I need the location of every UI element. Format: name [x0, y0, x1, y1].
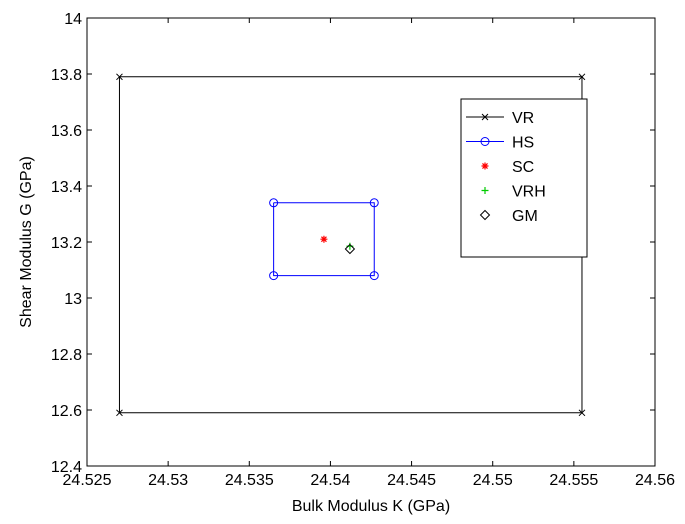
x-axis-label: Bulk Modulus K (GPa)	[292, 498, 450, 515]
hs-point	[269, 198, 279, 208]
legend-item-vr: VR	[466, 110, 534, 127]
vr-point	[116, 73, 123, 81]
legend-label-vrh: VRH	[512, 184, 546, 201]
legend-label-hs: HS	[512, 135, 534, 152]
x-tick-label: 24.535	[225, 472, 274, 489]
hs-point	[369, 198, 379, 208]
x-tick-label: 24.54	[310, 472, 350, 489]
y-tick-label: 13.6	[51, 123, 82, 140]
series-vr	[116, 73, 586, 417]
legend-marker-gm	[479, 209, 491, 221]
x-tick-label: 24.53	[148, 472, 188, 489]
legend-item-vrh: VRH	[481, 184, 546, 201]
legend-marker-hs	[480, 137, 490, 146]
y-tick-label: 13.2	[51, 235, 82, 252]
hs-line	[273, 202, 375, 277]
legend-item-hs: HS	[466, 135, 534, 152]
legend-label-sc: SC	[512, 159, 534, 176]
y-tick-label: 14	[64, 11, 82, 28]
vr-point	[578, 409, 586, 417]
vr-point	[116, 409, 123, 417]
y-tick-label: 13.8	[51, 67, 82, 84]
series-sc	[320, 235, 328, 243]
y-tick-label: 13	[64, 291, 82, 308]
legend-label-gm: GM	[512, 208, 538, 225]
x-tick-label: 24.555	[549, 472, 598, 489]
vr-point	[578, 73, 586, 81]
series-layer	[116, 73, 586, 417]
y-tick-label: 13.4	[51, 179, 82, 196]
legend-marker-vr	[481, 113, 489, 121]
legend-label-vr: VR	[512, 110, 534, 127]
series-hs	[269, 198, 379, 281]
x-tick-label: 24.545	[387, 472, 436, 489]
x-tick-label: 24.56	[635, 472, 675, 489]
hs-point	[269, 271, 279, 281]
legend-item-gm: GM	[479, 208, 538, 225]
legend-box	[460, 98, 588, 258]
x-tick-label: 24.55	[473, 472, 513, 489]
legend: VR HS SC VRH GM	[460, 98, 588, 258]
y-tick-label: 12.6	[51, 403, 82, 420]
y-tick-label: 12.4	[51, 459, 82, 476]
gm-point	[344, 243, 356, 255]
x-tick-label: 24.525	[63, 472, 112, 489]
legend-marker-sc	[481, 162, 489, 170]
y-axis-label: Shear Modulus G (GPa)	[18, 156, 35, 328]
legend-marker-vrh	[481, 187, 489, 194]
axis-ticks: 24.525 24.53 24.535 24.54 24.545 24.55 24.555 2…	[51, 11, 675, 489]
sc-point	[320, 235, 328, 243]
y-tick-label: 12.8	[51, 347, 82, 364]
series-gm	[344, 243, 356, 255]
legend-item-sc: SC	[481, 159, 534, 176]
hs-point	[369, 271, 379, 281]
